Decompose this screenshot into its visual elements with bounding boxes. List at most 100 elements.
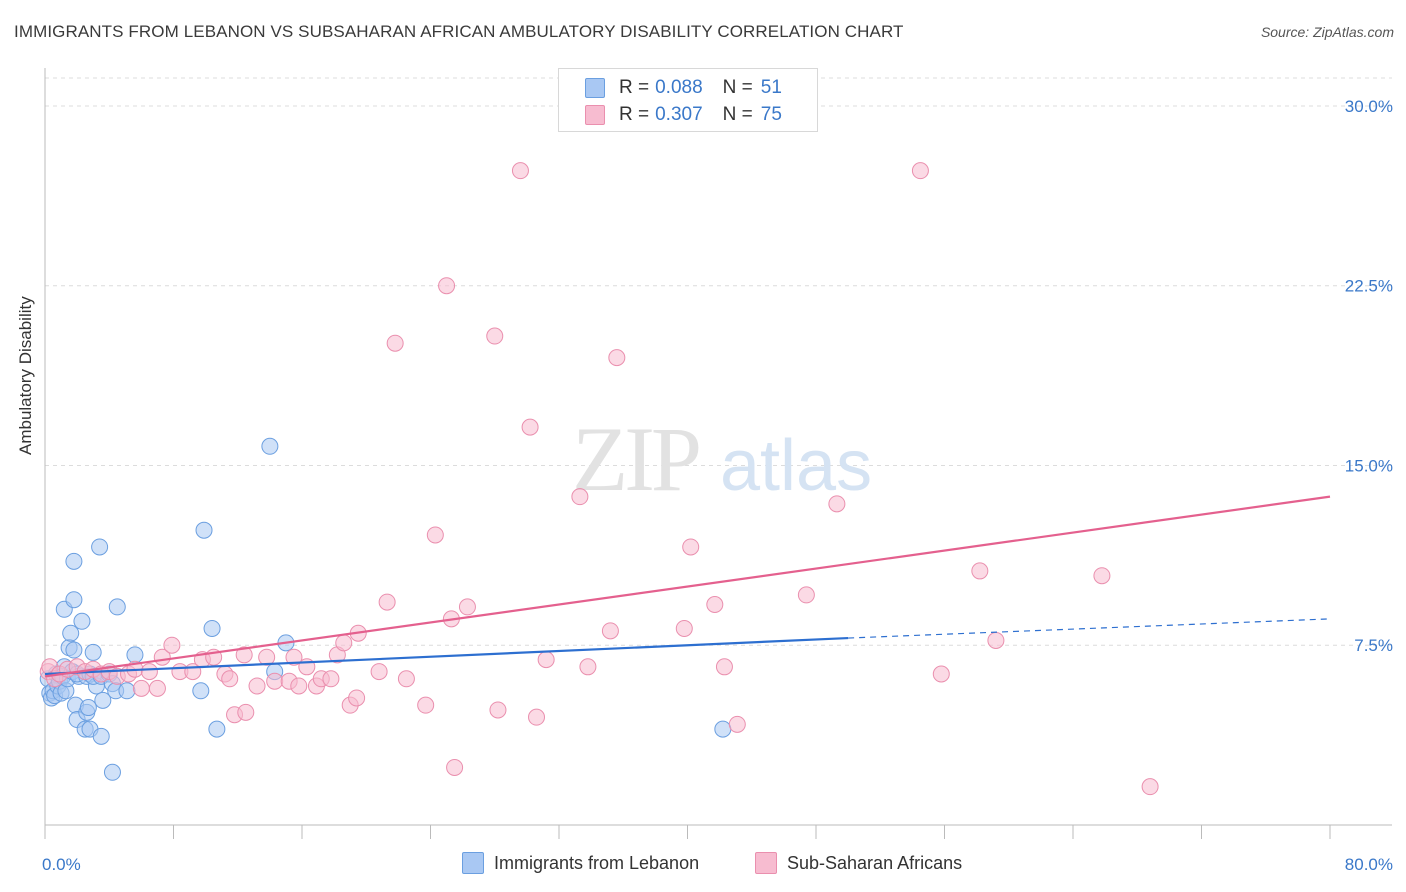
- lebanon-point: [192, 682, 210, 700]
- legend-r-label: R =: [619, 77, 650, 98]
- subsaharan-point: [682, 538, 700, 556]
- lebanon-point: [62, 624, 80, 642]
- legend-r-value: 0.088: [655, 77, 703, 98]
- subsaharan-point: [608, 349, 626, 367]
- subsaharan-point: [285, 648, 303, 666]
- lebanon-point: [208, 720, 226, 738]
- y-tick-label: 30.0%: [1345, 97, 1393, 116]
- lebanon-point: [73, 612, 91, 630]
- watermark-atlas: atlas: [720, 426, 872, 506]
- y-tick-label: 7.5%: [1354, 636, 1393, 655]
- lebanon-point: [714, 720, 732, 738]
- bottom-legend-label-subsaharan: Sub-Saharan Africans: [787, 852, 963, 873]
- subsaharan-point: [987, 631, 1005, 649]
- grid-layer: [45, 77, 1392, 646]
- legend-row-subsaharan: R = 0.307 N = 75: [585, 104, 782, 126]
- lebanon-point: [108, 598, 126, 616]
- lebanon-point: [79, 699, 97, 717]
- lebanon-point: [92, 727, 110, 745]
- subsaharan-point: [675, 619, 693, 637]
- correlation-legend: R = 0.088 N = 51 R = 0.307 N = 75: [558, 68, 818, 132]
- subsaharan-point: [706, 595, 724, 613]
- watermark: ZIP atlas: [572, 408, 872, 510]
- subsaharan-point: [397, 670, 415, 688]
- y-tick-label: 15.0%: [1345, 456, 1393, 475]
- subsaharan-point: [290, 677, 308, 695]
- lebanon-trend-line: [44, 636, 849, 676]
- watermark-zip: ZIP: [572, 408, 699, 510]
- legend-n-value: 51: [760, 77, 782, 98]
- bottom-legend-subsaharan: Sub-Saharan Africans: [755, 852, 962, 874]
- legend-r-value: 0.307: [655, 104, 703, 125]
- subsaharan-point: [235, 646, 253, 664]
- subsaharan-point: [140, 663, 158, 681]
- subsaharan-point: [258, 648, 276, 666]
- legend-row-lebanon: R = 0.088 N = 51: [585, 77, 782, 99]
- subsaharan-point: [971, 562, 989, 580]
- subsaharan-point: [579, 658, 597, 676]
- subsaharan-point: [248, 677, 266, 695]
- lebanon-point: [94, 691, 112, 709]
- subsaharan-point: [489, 701, 507, 719]
- source-label: Source: ZipAtlas.com: [1260, 24, 1394, 40]
- subsaharan-point: [932, 665, 950, 683]
- subsaharan-point: [378, 593, 396, 611]
- lebanon-point: [65, 591, 83, 609]
- legend-swatch-subsaharan: [585, 105, 605, 125]
- lebanon-point: [203, 619, 221, 637]
- legend-n-label: N =: [722, 77, 753, 98]
- subsaharan-point: [335, 634, 353, 652]
- subsaharan-point: [797, 586, 815, 604]
- subsaharan-point: [1141, 778, 1159, 796]
- subsaharan-point: [1093, 567, 1111, 585]
- y-tick-label: 22.5%: [1345, 277, 1393, 296]
- lebanon-point: [65, 552, 83, 570]
- subsaharan-point: [417, 696, 435, 714]
- subsaharan-point: [163, 636, 181, 654]
- subsaharan-point: [728, 715, 746, 733]
- subsaharan-point: [132, 679, 150, 697]
- bottom-legend-label-lebanon: Immigrants from Lebanon: [494, 852, 700, 873]
- subsaharan-point: [370, 663, 388, 681]
- legend-n-label: N =: [722, 104, 753, 125]
- subsaharan-point: [446, 758, 464, 776]
- subsaharan-point: [528, 708, 546, 726]
- subsaharan-point: [266, 672, 284, 690]
- tick-label-layer: 7.5% 15.0% 22.5% 30.0% 0.0% 80.0%: [42, 97, 1393, 874]
- subsaharan-point: [458, 598, 476, 616]
- x-tick-label-max: 80.0%: [1345, 855, 1393, 874]
- bottom-legend-lebanon: Immigrants from Lebanon: [462, 852, 699, 874]
- subsaharan-point: [571, 488, 589, 506]
- subsaharan-point: [486, 327, 504, 345]
- trend-layer: [44, 495, 1331, 678]
- legend-swatch-lebanon: [585, 78, 605, 98]
- subsaharan-point: [521, 418, 539, 436]
- legend-r-label: R =: [619, 104, 650, 125]
- legend-n-value: 75: [760, 104, 782, 125]
- subsaharan-point: [237, 703, 255, 721]
- lebanon-point: [103, 763, 121, 781]
- subsaharan-point: [537, 651, 555, 669]
- subsaharan-point: [715, 658, 733, 676]
- lebanon-point: [126, 646, 144, 664]
- lebanon-point: [261, 437, 279, 455]
- lebanon-point: [84, 643, 102, 661]
- lebanon-point: [91, 538, 109, 556]
- subsaharan-point: [601, 622, 619, 640]
- subsaharan-trend-line: [44, 495, 1331, 678]
- subsaharan-point: [511, 162, 529, 180]
- subsaharan-point: [348, 689, 366, 707]
- subsaharan-point: [322, 670, 340, 688]
- lebanon-point: [65, 641, 83, 659]
- y-axis-label: Ambulatory Disability: [16, 296, 35, 455]
- subsaharan-point: [386, 334, 404, 352]
- bottom-legend-swatch-subsaharan: [755, 852, 777, 874]
- subsaharan-point: [426, 526, 444, 544]
- chart-title: IMMIGRANTS FROM LEBANON VS SUBSAHARAN AF…: [14, 22, 904, 41]
- bottom-legend-swatch-lebanon: [462, 852, 484, 874]
- subsaharan-point: [148, 679, 166, 697]
- subsaharan-point: [911, 162, 929, 180]
- lebanon-trend-extension: [848, 618, 1331, 639]
- subsaharan-point: [221, 670, 239, 688]
